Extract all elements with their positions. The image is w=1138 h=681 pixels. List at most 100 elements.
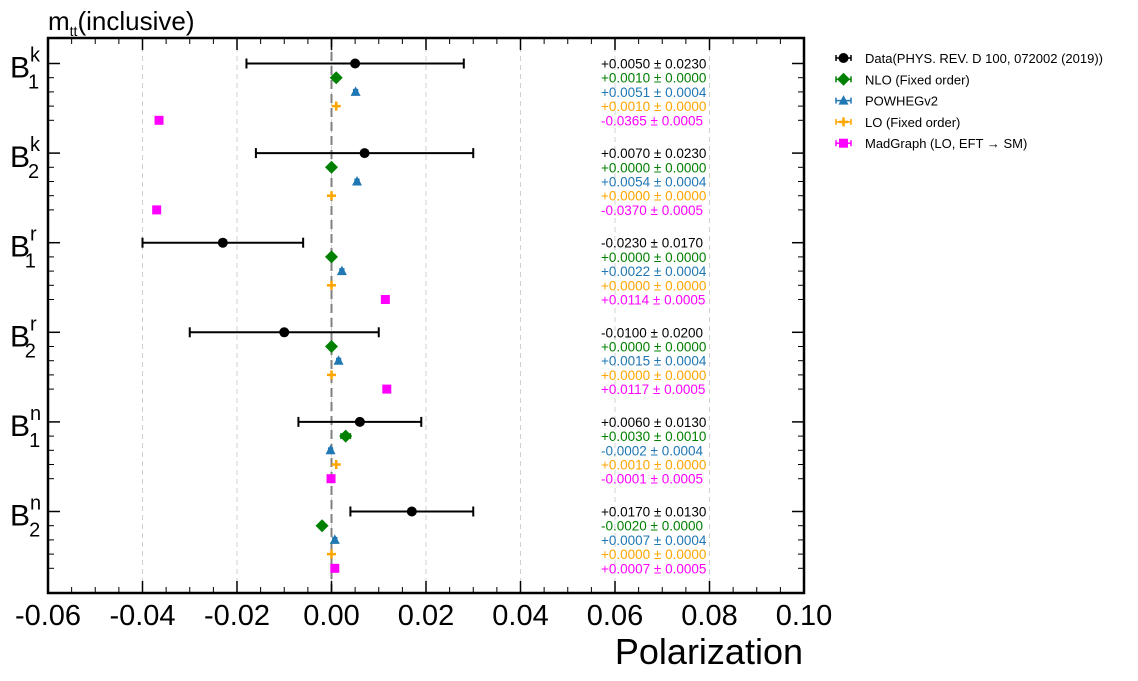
data-point (325, 250, 338, 264)
value-annotation: +0.0000 ± 0.0000 (601, 547, 706, 562)
category-label: Br 1 (10, 224, 37, 273)
category-superscript: n (30, 403, 41, 425)
value-annotation: +0.0000 ± 0.0000 (601, 340, 706, 355)
data-point (152, 205, 162, 215)
category-label: Bn 1 (10, 403, 41, 452)
data-point (325, 340, 338, 353)
x-axis-label: Polarization (615, 631, 803, 672)
value-annotation: +0.0000 ± 0.0000 (601, 368, 706, 383)
data-point (380, 295, 390, 304)
data-point (279, 327, 290, 338)
value-annotation: +0.0070 ± 0.0230 (601, 146, 706, 161)
title-main: m (48, 6, 70, 36)
legend-entry: LO (Fixed order) (835, 115, 960, 130)
category-label: Br 2 (10, 313, 37, 362)
data-point (327, 370, 336, 380)
data-point (352, 176, 363, 186)
data-point (354, 416, 365, 427)
value-annotation: -0.0370 ± 0.0005 (601, 203, 703, 218)
legend-entry: NLO (Fixed order) (835, 72, 970, 87)
data-point (333, 355, 344, 365)
value-annotation: +0.0170 ± 0.0130 (601, 505, 706, 520)
data-point (382, 384, 392, 394)
x-tick-label: -0.06 (15, 600, 81, 632)
category-superscript: n (30, 493, 41, 515)
x-tick-label: -0.04 (109, 600, 175, 632)
value-annotation: +0.0054 ± 0.0004 (601, 175, 707, 190)
data-point (154, 115, 164, 125)
value-annotation: -0.0002 ± 0.0004 (601, 443, 703, 458)
value-annotation: +0.0007 ± 0.0005 (601, 561, 706, 576)
plot-frame (46, 36, 806, 595)
legend-label: POWHEGv2 (865, 94, 938, 109)
data-point (329, 71, 343, 85)
category-base: B (10, 410, 30, 443)
value-annotation: +0.0000 ± 0.0000 (601, 189, 706, 204)
title-suffix: (inclusive) (77, 6, 194, 36)
category-label: Bk 1 (10, 45, 41, 94)
value-annotation: +0.0114 ± 0.0005 (601, 293, 705, 308)
x-tick-label: 0.00 (303, 600, 359, 632)
data-point (327, 549, 336, 559)
legend-marker (838, 95, 849, 105)
category-base: B (10, 320, 30, 353)
category-base: B (10, 500, 30, 533)
data-point (315, 519, 329, 533)
value-annotation: +0.0015 ± 0.0004 (601, 354, 707, 369)
legend-label: NLO (Fixed order) (865, 72, 970, 87)
category-subscript: 1 (25, 251, 36, 273)
x-tick-labels: -0.06 -0.04 -0.02 0.00 0.02 0.04 0.06 0.08 0.10 (15, 600, 832, 632)
value-annotation: -0.0100 ± 0.0200 (601, 325, 703, 340)
category-subscript: 2 (25, 340, 36, 362)
category-subscript: 1 (29, 430, 40, 452)
value-annotation: +0.0051 ± 0.0004 (601, 85, 707, 100)
value-annotation: +0.0000 ± 0.0000 (601, 160, 706, 175)
value-annotation: +0.0030 ± 0.0010 (601, 429, 706, 444)
data-point (336, 265, 347, 276)
value-annotation: +0.0000 ± 0.0000 (601, 250, 706, 265)
legend-label: MadGraph (LO, EFT → SM) (865, 136, 1027, 151)
chart-title: mtt(inclusive) (48, 6, 194, 39)
value-annotations: +0.0050 ± 0.0230 +0.0070 ± 0.0230 -0.0230 … (601, 57, 707, 577)
x-tick-label: 0.02 (398, 600, 454, 632)
data-point (326, 474, 336, 484)
category-label: Bn 2 (10, 493, 41, 542)
value-annotation: -0.0230 ± 0.0170 (601, 236, 703, 251)
data-point (331, 101, 341, 111)
x-tick-label: 0.04 (492, 600, 548, 632)
data-point (339, 429, 353, 443)
category-subscript: 2 (29, 520, 40, 542)
legend-entry: POWHEGv2 (835, 94, 938, 109)
grid-layer (142, 38, 710, 593)
data-point (406, 506, 417, 517)
data-point (350, 58, 361, 69)
data-point (325, 160, 338, 174)
category-base: B (10, 52, 30, 85)
category-superscript: r (30, 224, 37, 246)
legend-entry: Data(PHYS. REV. D 100, 072002 (2019)) (835, 51, 1103, 66)
value-annotation: +0.0010 ± 0.0000 (601, 71, 706, 86)
category-subscript: 2 (28, 161, 39, 183)
category-superscript: r (30, 313, 37, 335)
category-base: B (10, 231, 30, 264)
x-tick-label: 0.08 (681, 600, 737, 632)
category-subscript: 1 (28, 72, 39, 94)
value-annotation: +0.0050 ± 0.0230 (601, 57, 706, 72)
category-superscript: k (30, 134, 41, 156)
value-annotation: -0.0001 ± 0.0005 (601, 472, 703, 487)
value-annotation: +0.0022 ± 0.0004 (601, 264, 707, 279)
value-annotation: +0.0007 ± 0.0004 (601, 533, 707, 548)
data-point (327, 191, 336, 201)
value-annotation: +0.0060 ± 0.0130 (601, 415, 706, 430)
data-point (327, 280, 336, 290)
title-subscript: tt (70, 23, 78, 39)
data-point (331, 460, 341, 469)
category-superscript: k (30, 45, 41, 67)
legend-label: Data(PHYS. REV. D 100, 072002 (2019)) (865, 51, 1103, 66)
x-tick-label: 0.10 (776, 600, 832, 632)
legend-marker (839, 138, 848, 148)
data-point (350, 86, 361, 96)
x-tick-label: -0.02 (204, 600, 270, 632)
data-point (217, 237, 228, 248)
data-point (325, 444, 336, 455)
